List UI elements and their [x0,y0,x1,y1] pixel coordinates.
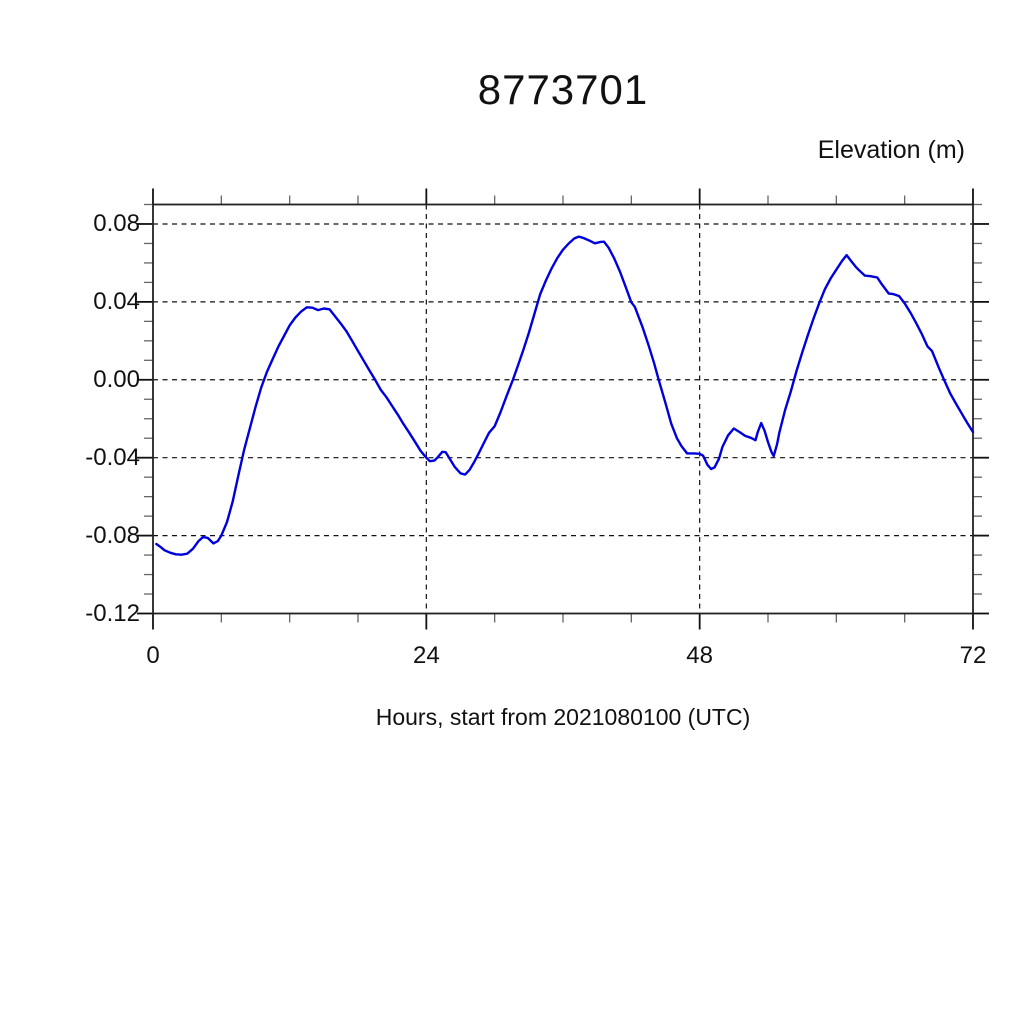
y-tick-label: 0.08 [93,209,140,237]
x-tick-label: 0 [146,642,160,669]
elevation-line [155,235,975,556]
y-axis-label: Elevation (m) [817,136,965,164]
x-tick-label: 72 [959,642,987,669]
x-tick-label: 48 [686,642,714,669]
x-axis-label: Hours, start from 2021080100 (UTC) [375,704,751,730]
y-tick-label: -0.04 [85,443,140,471]
chart-title: 8773701 [477,66,649,113]
y-tick-label: -0.12 [85,599,140,627]
plot-frame [152,203,974,615]
y-tick-label: 0.00 [93,365,140,393]
y-tick-label: -0.08 [85,521,140,549]
y-tick-label: 0.04 [93,287,140,315]
x-tick-label: 24 [412,642,440,669]
